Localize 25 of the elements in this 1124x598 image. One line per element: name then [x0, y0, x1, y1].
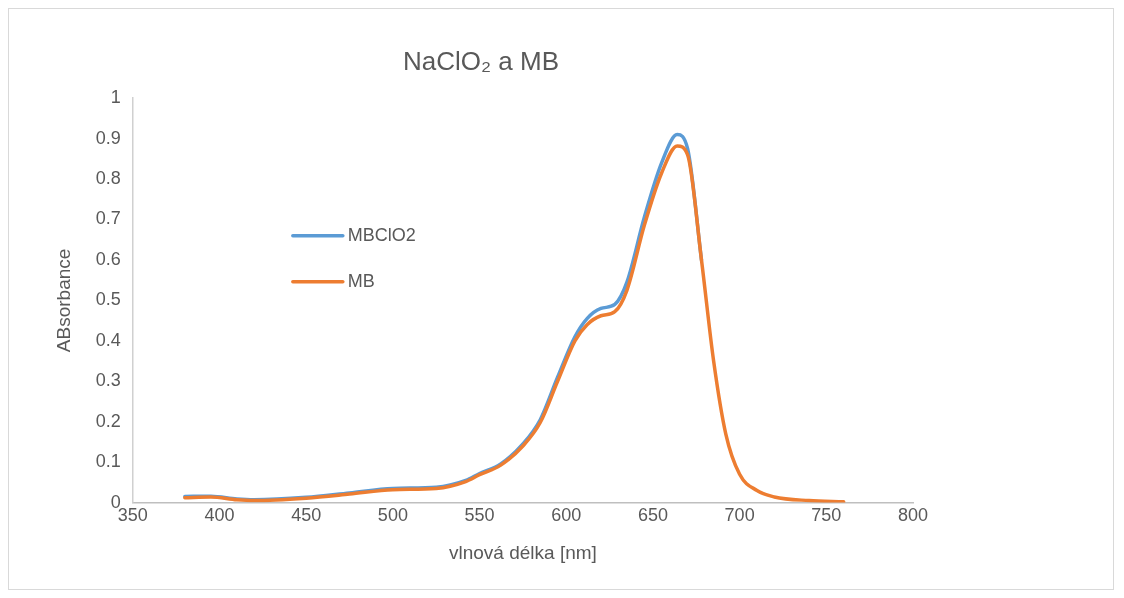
legend-label: MB — [347, 270, 375, 291]
y-tick-label: 0.9 — [95, 127, 121, 148]
chart-title: NaClO₂ a MB — [402, 45, 560, 76]
y-axis-title: ABsorbance — [52, 248, 74, 353]
y-tick-label: 0.8 — [95, 168, 121, 189]
line-series — [183, 144, 846, 503]
x-tick-label: 450 — [291, 505, 322, 526]
x-tick-label: 750 — [811, 505, 842, 526]
x-tick-label: 600 — [551, 505, 582, 526]
y-tick-label: 0.5 — [95, 289, 121, 310]
y-tick-label: 0.2 — [95, 410, 121, 431]
y-tick-label: 0.3 — [95, 370, 121, 391]
x-tick-label: 800 — [897, 505, 929, 526]
x-tick-label: 550 — [464, 505, 495, 526]
x-tick-label: 500 — [377, 505, 408, 526]
y-tick-label: 0.4 — [95, 329, 121, 350]
y-tick-label: 0.6 — [95, 248, 121, 269]
legend-label: MBClO2 — [347, 224, 416, 245]
x-axis-title: vlnová délka [nm] — [448, 541, 597, 563]
x-tick-label: 700 — [724, 505, 755, 526]
y-tick-label: 0.7 — [95, 208, 121, 229]
x-tick-label: 400 — [204, 505, 235, 526]
y-tick-label: 0.1 — [95, 451, 121, 472]
y-tick-label: 1 — [110, 87, 121, 108]
x-tick-label: 650 — [637, 505, 668, 526]
